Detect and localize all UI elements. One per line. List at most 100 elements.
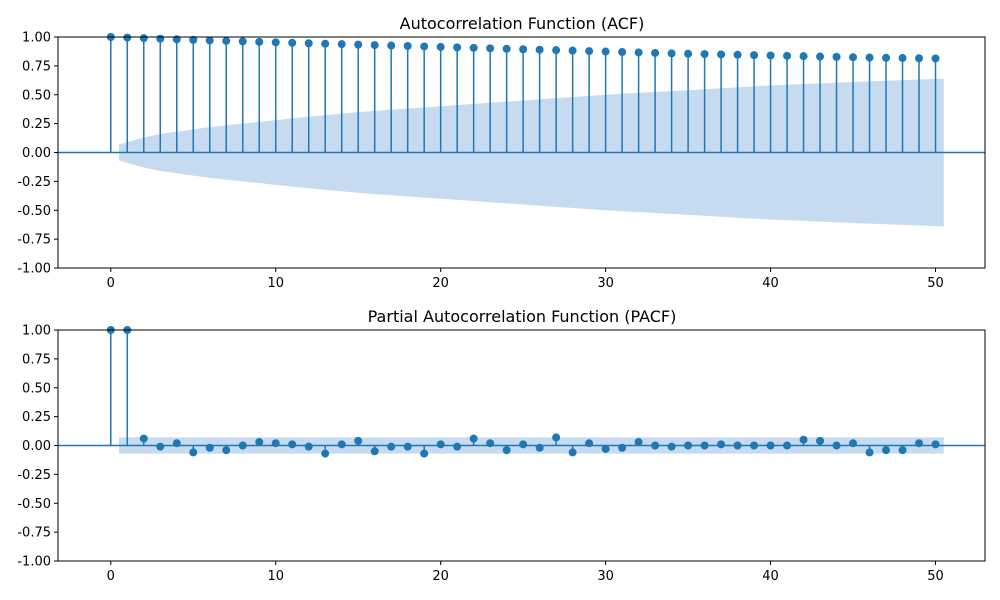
acf-xtick-label: 50 xyxy=(927,276,944,291)
acf-point xyxy=(783,51,792,60)
pacf-ytick-label: -0.75 xyxy=(17,526,51,541)
pacf-ytick-label: 1.00 xyxy=(22,324,51,339)
pacf-ytick-label: 0.75 xyxy=(22,352,51,367)
pacf-title: Partial Autocorrelation Function (PACF) xyxy=(368,307,677,326)
pacf-point xyxy=(915,439,924,448)
acf-point xyxy=(469,43,478,52)
pacf-point xyxy=(651,441,660,450)
pacf-point xyxy=(337,440,346,449)
acf-point xyxy=(370,41,379,50)
acf-point xyxy=(898,54,907,63)
pacf-point xyxy=(700,441,709,450)
pacf-point xyxy=(486,439,495,448)
acf-ytick-label: 0.00 xyxy=(22,146,51,161)
pacf-panel: Partial Autocorrelation Function (PACF) … xyxy=(17,307,986,584)
acf-point xyxy=(420,42,429,51)
acf-panel: Autocorrelation Function (ACF) -1.00 -0.7… xyxy=(17,14,986,291)
pacf-point xyxy=(288,440,297,449)
pacf-xtick-label: 0 xyxy=(107,569,115,584)
pacf-point xyxy=(931,440,940,449)
pacf-point xyxy=(585,439,594,448)
acf-point xyxy=(337,40,346,49)
pacf-point xyxy=(766,441,775,450)
pacf-point xyxy=(502,446,511,455)
acf-point xyxy=(519,45,528,54)
pacf-point xyxy=(255,438,264,447)
acf-point xyxy=(123,33,132,42)
pacf-point xyxy=(816,436,825,445)
pacf-point xyxy=(420,449,429,458)
acf-point xyxy=(931,54,940,63)
pacf-point xyxy=(799,435,808,444)
pacf-point xyxy=(717,440,726,449)
pacf-ytick-label: 0.50 xyxy=(22,381,51,396)
pacf-ytick-label: 0.00 xyxy=(22,439,51,454)
acf-point xyxy=(618,48,627,57)
pacf-point xyxy=(436,440,445,449)
acf-title: Autocorrelation Function (ACF) xyxy=(400,14,645,33)
acf-point xyxy=(205,36,214,45)
acf-ytick-label: -1.00 xyxy=(17,262,51,277)
acf-point xyxy=(700,50,709,59)
acf-point xyxy=(222,36,231,45)
acf-point xyxy=(156,34,165,43)
acf-ytick-label: -0.75 xyxy=(17,233,51,248)
pacf-ytick-label: -0.50 xyxy=(17,497,51,512)
acf-point xyxy=(585,47,594,56)
pacf-point xyxy=(618,443,627,452)
acf-point xyxy=(816,52,825,61)
pacf-point xyxy=(684,441,693,450)
pacf-point xyxy=(832,441,841,450)
acf-point xyxy=(436,42,445,51)
pacf-point xyxy=(453,442,462,451)
pacf-point xyxy=(172,439,181,448)
acf-xtick-label: 20 xyxy=(432,276,449,291)
acf-xtick-label: 10 xyxy=(267,276,284,291)
pacf-point xyxy=(387,442,396,451)
pacf-point xyxy=(370,447,379,456)
pacf-xtick-label: 10 xyxy=(267,569,284,584)
pacf-point xyxy=(354,436,363,445)
acf-point xyxy=(684,49,693,58)
acf-point xyxy=(832,52,841,61)
pacf-point xyxy=(519,440,528,449)
acf-xtick-label: 40 xyxy=(762,276,779,291)
acf-point xyxy=(139,34,148,43)
pacf-point xyxy=(733,441,742,450)
pacf-point xyxy=(189,448,198,457)
acf-point xyxy=(535,45,544,54)
pacf-point xyxy=(898,446,907,455)
pacf-point xyxy=(667,442,676,451)
acf-ytick-label: -0.50 xyxy=(17,204,51,219)
pacf-xtick-label: 30 xyxy=(597,569,614,584)
acf-ytick-label: -0.25 xyxy=(17,175,51,190)
pacf-ytick-label: -0.25 xyxy=(17,468,51,483)
acf-point xyxy=(189,35,198,44)
pacf-ytick-label: -1.00 xyxy=(17,555,51,570)
acf-point xyxy=(486,44,495,53)
acf-point xyxy=(634,48,643,57)
pacf-point xyxy=(634,438,643,447)
acf-point xyxy=(321,39,330,48)
pacf-point xyxy=(222,446,231,455)
pacf-point xyxy=(601,444,610,453)
acf-point xyxy=(667,49,676,58)
acf-point xyxy=(915,54,924,63)
pacf-point xyxy=(304,442,313,451)
pacf-point xyxy=(552,433,561,442)
acf-point xyxy=(601,47,610,56)
acf-point xyxy=(799,52,808,61)
pacf-point xyxy=(469,434,478,443)
acf-point xyxy=(387,41,396,50)
acf-point xyxy=(453,43,462,52)
pacf-point xyxy=(568,448,577,457)
acf-xtick-label: 0 xyxy=(107,276,115,291)
pacf-point xyxy=(535,443,544,452)
pacf-ytick-label: 0.25 xyxy=(22,410,51,425)
acf-point xyxy=(766,51,775,60)
pacf-point xyxy=(205,443,214,452)
pacf-point xyxy=(849,439,858,448)
acf-point xyxy=(403,42,412,51)
acf-point xyxy=(304,39,313,48)
acf-point xyxy=(568,46,577,55)
